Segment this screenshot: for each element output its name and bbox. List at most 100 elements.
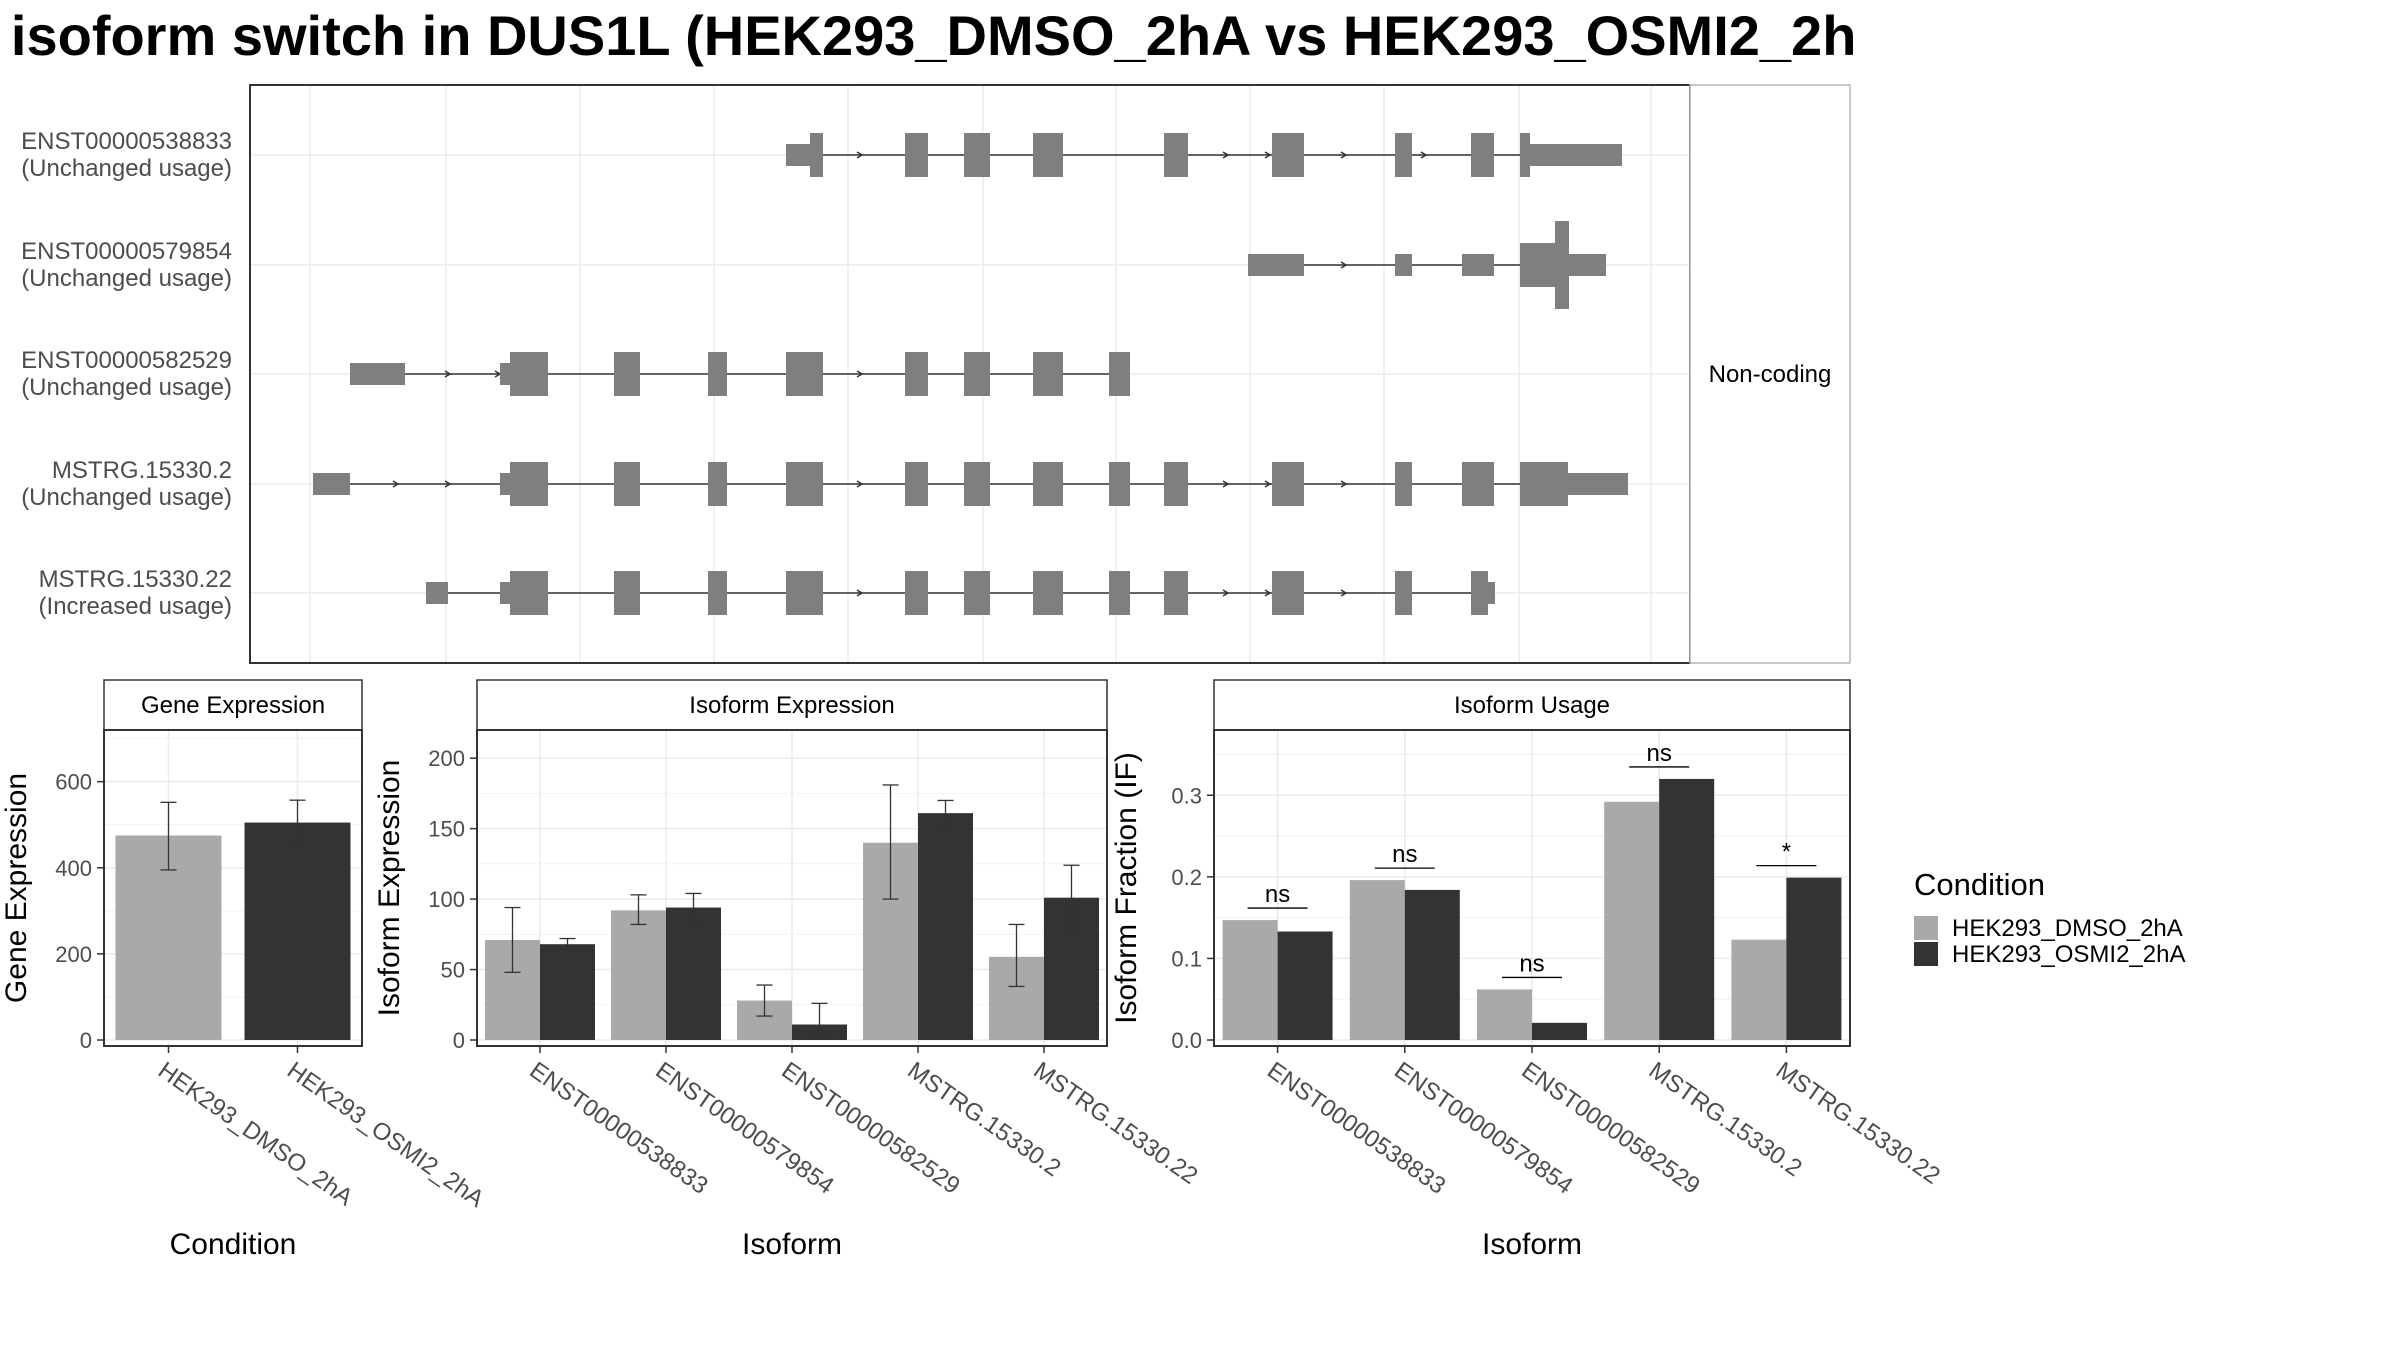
strand-arrow: [1340, 261, 1348, 269]
bar: [1786, 877, 1842, 1040]
exon: [614, 571, 640, 615]
bar: [1222, 920, 1278, 1040]
exon: [1488, 582, 1495, 604]
legend-item-label: HEK293_DMSO_2hA: [1952, 915, 2183, 942]
exon: [1395, 571, 1412, 615]
strand-arrow: [444, 370, 452, 378]
exon: [1555, 221, 1569, 309]
exon: [1395, 254, 1412, 276]
exon: [786, 571, 823, 615]
facet-strip: [1689, 84, 1851, 664]
y-tick-label: 0.2: [1171, 865, 1202, 890]
panel-strip: [103, 679, 363, 731]
y-axis-title: Isoform Expression: [373, 760, 406, 1017]
bar: [1604, 801, 1660, 1040]
strand-arrow: [856, 370, 864, 378]
bar: [1731, 939, 1787, 1040]
transcript-id-label: MSTRG.15330.2: [52, 457, 232, 484]
strand-arrow: [1340, 589, 1348, 597]
exon: [964, 352, 990, 396]
exon: [1520, 243, 1555, 287]
strand-arrow: [1340, 151, 1348, 159]
panel-title: Isoform Usage: [1454, 692, 1610, 719]
exon: [1462, 254, 1494, 276]
bar: [540, 944, 595, 1040]
legend-swatch: [1914, 916, 1938, 940]
exon: [1109, 571, 1130, 615]
exon: [1471, 133, 1494, 177]
strand-arrow: [856, 480, 864, 488]
exon: [905, 571, 928, 615]
exon: [313, 473, 350, 495]
exon: [708, 352, 727, 396]
transcript-status-label: (Increased usage): [39, 593, 232, 620]
y-tick-label: 0.1: [1171, 946, 1202, 971]
significance-label: ns: [1392, 841, 1417, 868]
transcript-id-label: ENST00000579854: [21, 238, 232, 265]
exon: [1395, 462, 1412, 506]
exon: [708, 571, 727, 615]
strand-arrow: [1264, 151, 1272, 159]
bar: [244, 822, 351, 1040]
bar: [1659, 778, 1715, 1040]
exon: [510, 462, 548, 506]
exon: [1272, 133, 1304, 177]
x-axis-title: Isoform: [742, 1228, 842, 1261]
exon: [708, 462, 727, 506]
exon: [1164, 571, 1188, 615]
exon: [1033, 462, 1063, 506]
y-tick-label: 200: [55, 942, 92, 967]
transcript-id-label: MSTRG.15330.22: [39, 566, 232, 593]
plot-title: he isoform switch in DUS1L (HEK293_DMSO_…: [0, 4, 1857, 67]
y-tick-label: 200: [428, 746, 465, 771]
y-tick-label: 0.3: [1171, 783, 1202, 808]
significance-label: ns: [1647, 740, 1672, 767]
significance-label: *: [1782, 839, 1791, 866]
exon: [1033, 571, 1063, 615]
exon: [786, 462, 823, 506]
exon: [500, 582, 510, 604]
exon: [1109, 462, 1130, 506]
transcript-status-label: (Unchanged usage): [21, 374, 232, 401]
bar: [1349, 880, 1405, 1040]
exon: [1033, 352, 1063, 396]
exon: [964, 133, 990, 177]
exon: [786, 144, 810, 166]
exon: [1569, 254, 1606, 276]
strand-arrow: [856, 151, 864, 159]
exon: [810, 133, 823, 177]
exon: [1164, 462, 1188, 506]
bar: [1532, 1022, 1587, 1040]
y-tick-label: 600: [55, 770, 92, 795]
y-tick-label: 0: [453, 1028, 465, 1053]
strand-arrow: [1222, 151, 1230, 159]
exon: [1530, 144, 1622, 166]
legend-item-label: HEK293_OSMI2_2hA: [1952, 941, 2185, 968]
exon: [500, 473, 510, 495]
exon: [510, 571, 548, 615]
bar: [611, 910, 666, 1040]
y-tick-label: 400: [55, 856, 92, 881]
y-axis-title: Gene Expression: [0, 773, 33, 1003]
strand-arrow: [1222, 589, 1230, 597]
exon: [426, 582, 448, 604]
exon: [1109, 352, 1130, 396]
strand-arrow: [1264, 589, 1272, 597]
transcript-id-label: ENST00000538833: [21, 128, 232, 155]
x-axis-title: Condition: [170, 1228, 297, 1261]
bar: [1277, 931, 1333, 1040]
transcript-status-label: (Unchanged usage): [21, 155, 232, 182]
transcript-status-label: (Unchanged usage): [21, 484, 232, 511]
exon: [1520, 133, 1530, 177]
exon: [614, 352, 640, 396]
exon: [905, 133, 928, 177]
strand-arrow: [1222, 480, 1230, 488]
y-axis-title: Isoform Fraction (IF): [1110, 752, 1143, 1024]
significance-label: ns: [1519, 950, 1544, 977]
panel-title: Gene Expression: [141, 692, 325, 719]
panel-title: Isoform Expression: [689, 692, 894, 719]
exon: [1033, 133, 1063, 177]
transcript-id-label: ENST00000582529: [21, 347, 232, 374]
exon: [786, 352, 823, 396]
